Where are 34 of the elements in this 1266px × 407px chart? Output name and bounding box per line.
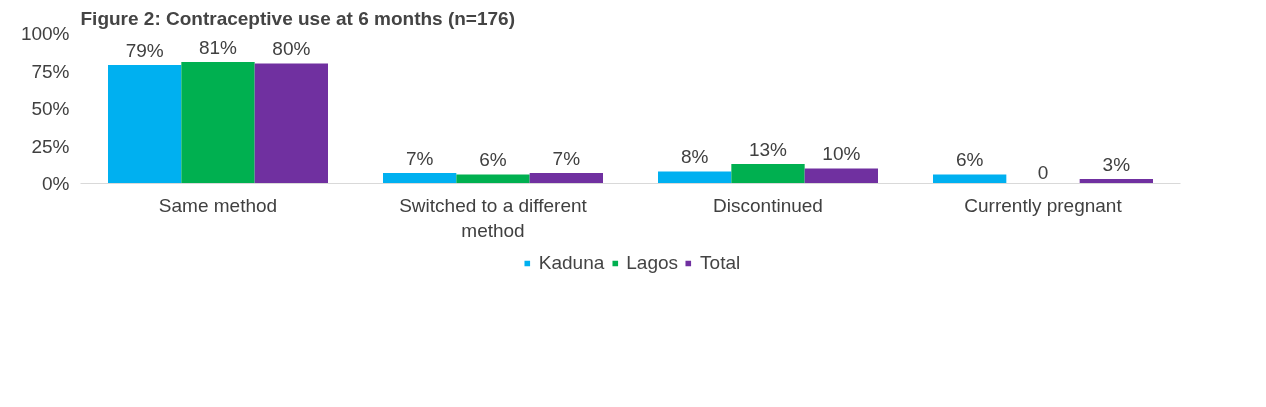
bar: [658, 171, 732, 184]
y-tick-label: 25%: [31, 135, 70, 157]
data-label: 6%: [479, 149, 507, 170]
x-tick-label: Currently pregnant: [964, 194, 1123, 216]
bar: [804, 168, 878, 184]
data-label: 7%: [405, 147, 434, 169]
legend-label: Total: [700, 252, 741, 274]
x-tick-label: Discontinued: [713, 194, 823, 216]
data-label: 13%: [748, 138, 788, 160]
x-tick-label: Same method: [158, 194, 278, 216]
data-label: 0: [1037, 162, 1049, 183]
chart-title: Figure 2: Contraceptive use at 6 months (n=176): [80, 7, 515, 29]
bar: [529, 173, 603, 184]
y-tick-label: 75%: [31, 60, 70, 82]
bar: [108, 65, 182, 184]
bar: [254, 63, 328, 184]
y-tick-label: 0%: [42, 173, 70, 194]
data-label: 8%: [680, 146, 709, 167]
bar: [731, 164, 805, 184]
legend-label: Kaduna: [538, 252, 605, 274]
bar: [383, 173, 457, 184]
data-label: 7%: [552, 147, 581, 169]
data-label: 3%: [1102, 153, 1131, 175]
data-label: 79%: [125, 39, 164, 61]
legend-label: Lagos: [626, 252, 679, 274]
y-tick-label: 50%: [31, 98, 70, 119]
y-tick-label: 100%: [20, 23, 70, 44]
data-label: 10%: [822, 143, 861, 164]
data-label: 80%: [272, 38, 311, 59]
x-tick-label: Switched to a different method: [399, 194, 588, 241]
bar: [456, 174, 530, 184]
data-label: 81%: [198, 36, 238, 58]
data-label: 6%: [955, 149, 984, 170]
bar: [181, 62, 255, 184]
